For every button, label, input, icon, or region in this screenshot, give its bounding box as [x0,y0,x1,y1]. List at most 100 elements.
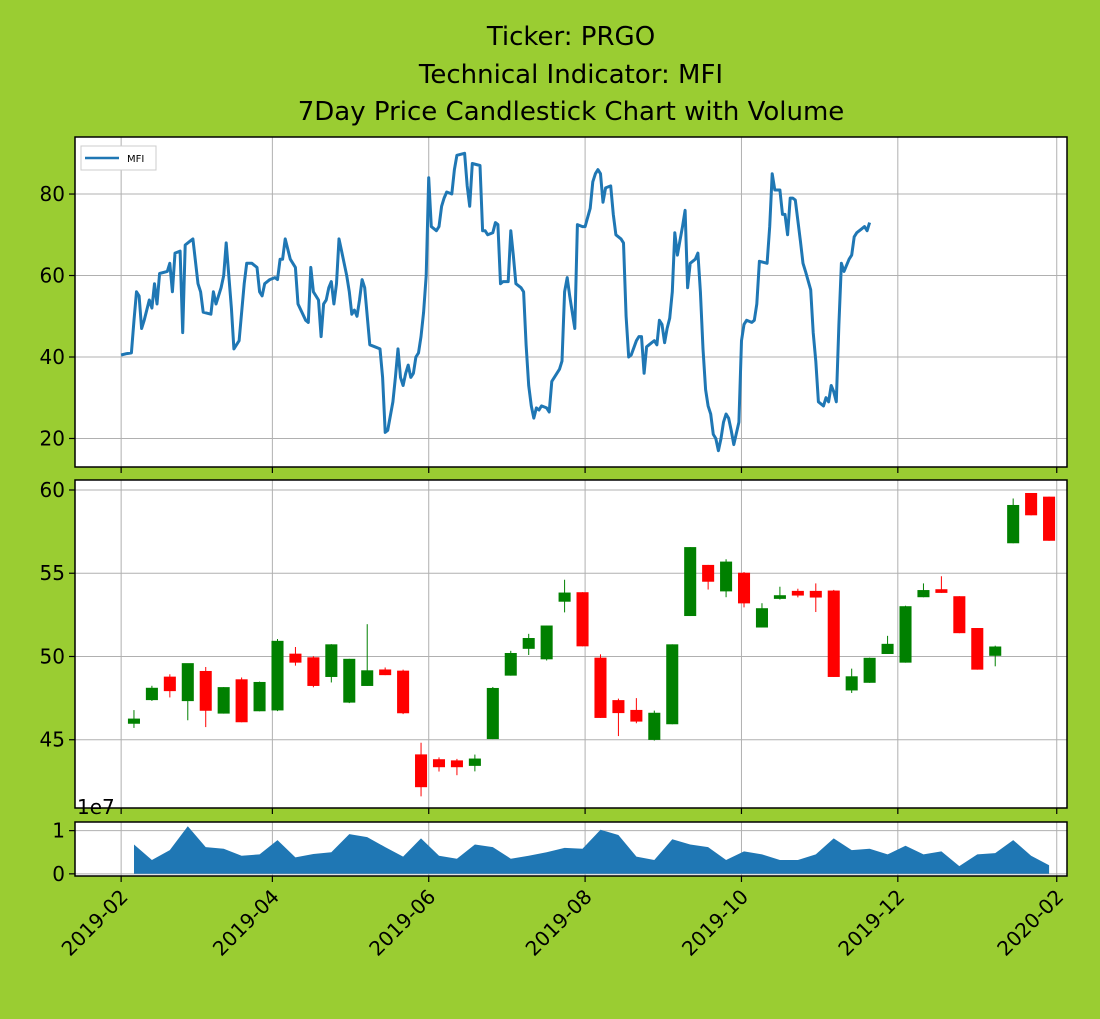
volume-ytick-label: 0 [52,862,65,886]
candle [199,666,212,728]
candle [307,656,320,688]
price-ytick-label: 55 [40,561,65,585]
candle-body [145,687,158,701]
candle [1007,498,1020,544]
candle-body [253,681,266,712]
candle [935,576,948,593]
candle-body [827,590,840,677]
candle [684,547,697,617]
candle [235,677,248,723]
candle [486,686,499,740]
price-ytick-label: 50 [40,644,65,668]
candle-body [415,754,428,788]
mfi-ytick-label: 80 [40,182,65,206]
candle [432,757,446,772]
volume-area [134,826,1050,874]
price-axes-border [74,479,1068,809]
volume-axes-border [74,821,1068,877]
candle-body [720,561,733,592]
candle-body [594,657,607,718]
candle-body [881,643,894,654]
candle [504,650,517,676]
price-panel: 45 50 55 60 [40,478,1068,814]
candle [989,645,1002,667]
candle-body [791,590,804,596]
candle [379,667,392,676]
candle [666,644,679,725]
candle [755,603,768,628]
volume-panel: 01 [52,819,1068,886]
candle [468,754,481,772]
candle-body [450,760,463,768]
candle-body [630,709,643,722]
candle-body [809,590,822,598]
candle-body [612,700,625,714]
candle [648,710,661,741]
candle-body [989,646,1002,656]
candle [737,572,751,608]
candle-body [953,596,966,634]
candle-body [576,592,589,647]
mfi-panel: 20 40 60 80 [40,136,1068,473]
candle [791,588,804,598]
candle [415,742,428,797]
candle [702,564,715,590]
title-line-2: Technical Indicator: MFI [418,60,723,90]
candle-body [235,679,248,723]
candle-body [432,759,446,768]
candle [594,654,607,718]
candle-body [325,644,338,677]
candle [181,663,194,721]
legend-label: MFI [127,154,144,165]
candle-body [397,670,410,714]
candle-body [522,638,535,649]
mfi-ytick-label: 60 [40,264,65,288]
candle-body [702,564,715,582]
candle-body [666,644,679,725]
candle [899,605,912,663]
candle [217,687,230,714]
candle [917,583,930,598]
candle [163,674,176,698]
candle-body [486,687,499,740]
candle [540,625,553,661]
candle [863,657,876,683]
candle [773,586,786,600]
candle [558,579,571,613]
candle [845,668,858,693]
candle-body [755,608,768,628]
candle [1025,492,1038,516]
candle [343,658,356,704]
candle [450,758,463,776]
candle-body [379,669,392,676]
candle [576,592,589,647]
candle-body [181,663,194,702]
candle [145,685,158,701]
candle [1043,496,1056,541]
candle-body [917,590,930,598]
candle-body [163,676,176,692]
mfi-axes-border [74,136,1068,468]
candle-body [684,547,697,617]
candle-body [971,628,984,670]
candle-body [504,652,517,676]
candle [253,681,266,712]
candle-body [1025,492,1038,516]
candle-body [1007,504,1020,544]
candle-body [845,676,858,691]
candle [522,633,535,655]
candle-body [773,595,786,599]
candle [612,698,625,737]
candle-body [199,670,212,711]
price-axes-background [75,480,1067,808]
title-line-3: 7Day Price Candlestick Chart with Volume [298,97,845,127]
price-ytick-label: 60 [40,478,65,502]
candle-body [127,718,140,724]
candle [289,646,302,666]
candle-body [468,758,481,766]
candle [397,669,410,715]
volume-exponent-label: 1e7 [77,795,115,819]
mfi-legend: MFI [80,145,157,171]
candle [971,628,984,670]
